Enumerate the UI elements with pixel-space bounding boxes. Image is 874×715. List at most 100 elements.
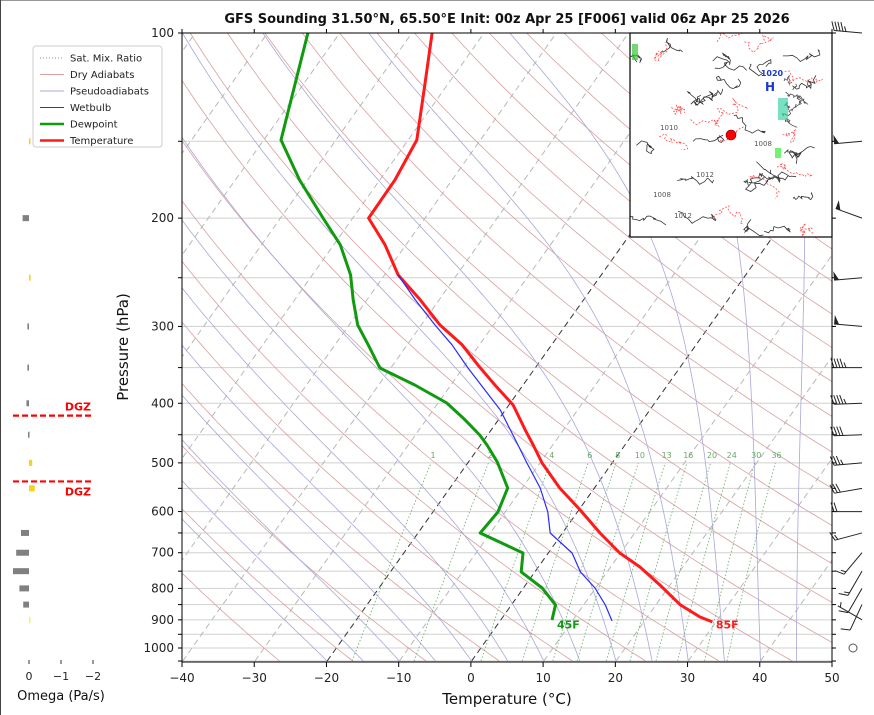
omega-axis-label: Omega (Pa/s) xyxy=(17,689,105,704)
wind-barb-icon xyxy=(835,200,863,219)
pseudoadiabat-line xyxy=(182,518,328,662)
isotherm-line xyxy=(182,33,268,155)
omega-panel: DGZ DGZ 0 −1 −2 xyxy=(13,138,101,683)
barb-half xyxy=(840,459,844,465)
mixing-ratio-line xyxy=(576,462,639,662)
dry-adiabat-line xyxy=(451,33,832,349)
dry-adiabat-line xyxy=(414,33,832,383)
pseudoadiabat-line xyxy=(796,33,806,661)
isotherm-line xyxy=(543,254,832,662)
omega-bar xyxy=(19,585,29,592)
y-tick-label: 200 xyxy=(151,211,174,225)
calm-wind-icon xyxy=(848,643,858,653)
map-border-line xyxy=(748,174,789,184)
legend-label: Dry Adiabats xyxy=(70,70,134,81)
inset-map: 1020 H 1008 1010 1012 1008 1012 xyxy=(630,33,832,237)
barb-shaft xyxy=(847,588,863,613)
map-precip xyxy=(775,148,781,158)
map-isobar xyxy=(783,74,791,84)
pseudoadiabat-line xyxy=(182,136,581,662)
map-isobar-label: 1012 xyxy=(696,171,714,179)
isotherm-line xyxy=(471,152,832,662)
barb-full xyxy=(833,358,838,368)
barb-full xyxy=(840,22,844,32)
map-border-line xyxy=(636,140,655,155)
wind-barb-icon xyxy=(838,588,863,614)
map-border-line xyxy=(789,150,801,164)
barb-half xyxy=(834,534,839,540)
dry-adiabat-line xyxy=(182,260,647,662)
omega-bar xyxy=(29,485,35,492)
map-border-line xyxy=(690,91,718,106)
barb-half xyxy=(843,398,847,405)
omega-tick-label: −1 xyxy=(53,670,69,683)
map-height-contour xyxy=(716,33,744,43)
barb-full xyxy=(832,456,838,466)
dry-adiabat-line xyxy=(264,33,832,526)
barb-full xyxy=(838,593,849,596)
barb-full xyxy=(834,570,845,575)
map-height-contour xyxy=(749,174,780,199)
barb-full xyxy=(834,21,838,31)
map-border-line xyxy=(661,37,683,53)
barb-full xyxy=(836,426,841,436)
legend-label: Temperature xyxy=(69,136,133,147)
pseudoadiabat-line xyxy=(509,33,725,662)
barb-pennant xyxy=(834,315,840,325)
y-tick-label: 400 xyxy=(151,396,174,410)
map-isobar xyxy=(792,83,798,91)
y-tick-label: 500 xyxy=(151,456,174,470)
barb-pennant xyxy=(833,271,840,281)
map-isobar-label: 1008 xyxy=(653,191,671,199)
barb-full xyxy=(838,610,849,614)
omega-tick-label: 0 xyxy=(26,670,33,683)
pseudoadiabat-line xyxy=(182,479,364,662)
omega-bar xyxy=(27,323,29,330)
omega-tick-label: −2 xyxy=(85,670,101,683)
mixing-ratio-label: 30 xyxy=(751,451,761,460)
map-height-contour xyxy=(671,104,686,115)
isotherm-line xyxy=(182,33,485,460)
map-border-line xyxy=(630,215,667,226)
dry-adiabat-line xyxy=(488,33,832,315)
map-isobar-label: 1008 xyxy=(754,140,772,148)
map-height-contour xyxy=(799,223,814,237)
chart-title: GFS Sounding 31.50°N, 65.50°E Init: 00z … xyxy=(224,12,789,27)
wetbulb-line xyxy=(397,274,613,622)
isotherm-line xyxy=(182,33,629,662)
map-border-line xyxy=(743,219,764,237)
omega-bar xyxy=(29,616,31,623)
wind-barb-icon xyxy=(837,601,863,621)
wind-barb-icon xyxy=(829,531,863,541)
barb-shaft xyxy=(834,487,863,494)
wind-barb-icon xyxy=(833,134,863,145)
map-height-contour xyxy=(782,129,797,143)
dgz-label: DGZ xyxy=(65,401,91,414)
barb-shaft xyxy=(849,604,863,631)
barb-pennant xyxy=(835,200,841,211)
barb-shaft xyxy=(847,570,863,596)
mixing-ratio-line xyxy=(351,462,432,662)
wind-barb-icon xyxy=(830,394,863,405)
wind-barb-icon xyxy=(831,21,863,34)
barb-full xyxy=(839,426,844,436)
surface-temp-label: 45F xyxy=(557,618,580,631)
map-height-contour xyxy=(784,70,823,87)
barb-shaft xyxy=(833,402,863,405)
mixing-ratio-line xyxy=(521,462,589,662)
barb-half xyxy=(840,569,847,573)
wind-barb-icon xyxy=(838,570,863,596)
mixing-ratio-label: 24 xyxy=(727,451,737,460)
barb-full xyxy=(831,21,835,31)
omega-bar xyxy=(29,274,31,281)
omega-bar xyxy=(21,529,29,536)
barb-full xyxy=(830,426,835,436)
wind-barb-icon xyxy=(830,358,862,369)
map-isobar xyxy=(796,95,809,105)
barb-full xyxy=(835,483,841,493)
plot-frame xyxy=(181,32,833,663)
wind-barb-icon xyxy=(834,552,863,575)
x-tick-label: −40 xyxy=(169,671,194,685)
map-height-contour xyxy=(716,97,748,115)
y-tick-label: 100 xyxy=(151,26,174,40)
